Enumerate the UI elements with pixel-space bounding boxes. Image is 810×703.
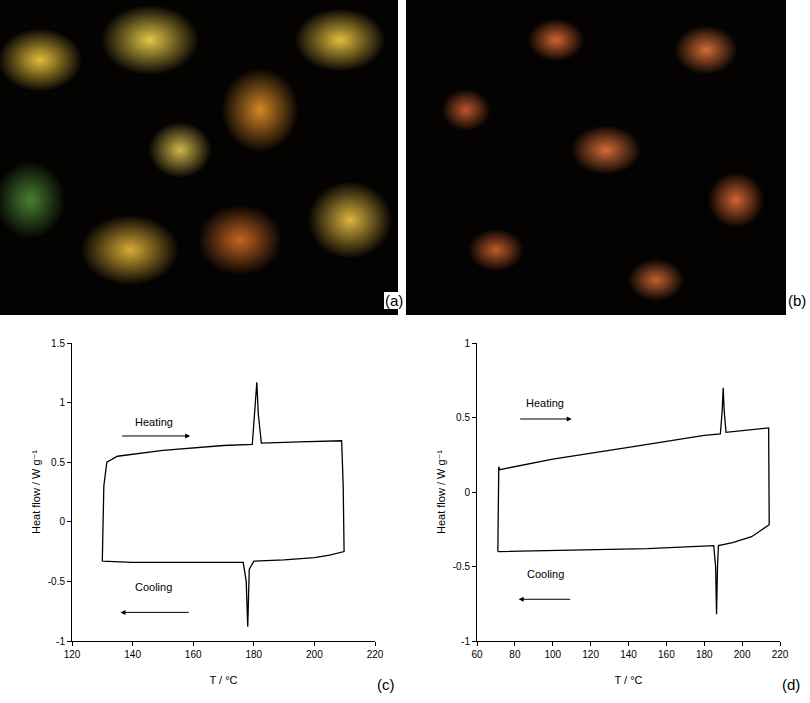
svg-text:Heat flow / W g⁻¹: Heat flow / W g⁻¹ bbox=[435, 450, 447, 534]
svg-text:1: 1 bbox=[464, 338, 470, 349]
svg-text:-1: -1 bbox=[461, 636, 470, 647]
svg-text:Cooling: Cooling bbox=[135, 581, 172, 593]
svg-text:140: 140 bbox=[124, 649, 141, 660]
svg-text:0: 0 bbox=[464, 487, 470, 498]
svg-text:140: 140 bbox=[620, 649, 637, 660]
svg-text:Heating: Heating bbox=[135, 416, 173, 428]
svg-text:Heating: Heating bbox=[526, 397, 564, 409]
svg-text:60: 60 bbox=[471, 649, 483, 660]
svg-text:220: 220 bbox=[772, 649, 789, 660]
svg-text:120: 120 bbox=[582, 649, 599, 660]
svg-text:Cooling: Cooling bbox=[527, 568, 564, 580]
html-text:(a): (a) bbox=[385, 292, 404, 309]
svg-text:T / °C: T / °C bbox=[209, 674, 237, 686]
svg-text:0.5: 0.5 bbox=[456, 412, 470, 423]
svg-text:T / °C: T / °C bbox=[614, 674, 642, 686]
svg-text:Heat flow / W g⁻¹: Heat flow / W g⁻¹ bbox=[30, 450, 42, 534]
svg-text:-0.5: -0.5 bbox=[453, 561, 471, 572]
svg-text:120: 120 bbox=[64, 649, 81, 660]
svg-text:180: 180 bbox=[696, 649, 713, 660]
svg-text:(d): (d) bbox=[782, 676, 800, 693]
html-text:(b): (b) bbox=[788, 292, 807, 309]
svg-text:0: 0 bbox=[59, 516, 65, 527]
svg-text:(c): (c) bbox=[377, 676, 395, 693]
svg-text:-0.5: -0.5 bbox=[48, 576, 66, 587]
svg-text:160: 160 bbox=[658, 649, 675, 660]
svg-text:180: 180 bbox=[245, 649, 262, 660]
svg-text:1: 1 bbox=[59, 397, 65, 408]
svg-text:160: 160 bbox=[185, 649, 202, 660]
svg-text:0.5: 0.5 bbox=[51, 457, 65, 468]
svg-text:100: 100 bbox=[544, 649, 561, 660]
svg-text:200: 200 bbox=[734, 649, 751, 660]
svg-text:220: 220 bbox=[367, 649, 384, 660]
svg-text:1.5: 1.5 bbox=[51, 338, 65, 349]
svg-text:-1: -1 bbox=[56, 636, 65, 647]
svg-text:200: 200 bbox=[306, 649, 323, 660]
svg-text:80: 80 bbox=[509, 649, 521, 660]
